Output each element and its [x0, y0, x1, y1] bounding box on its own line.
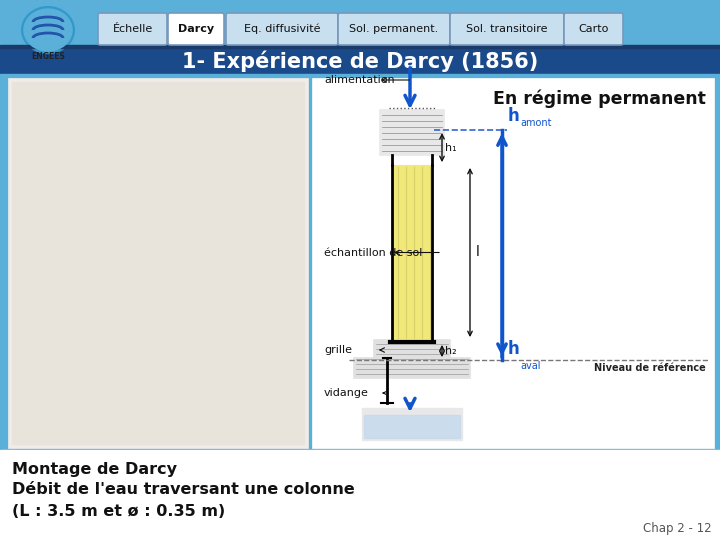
Text: h: h — [508, 340, 520, 358]
Text: Sol. transitoire: Sol. transitoire — [467, 24, 548, 34]
Text: Eq. diffusivité: Eq. diffusivité — [244, 24, 320, 34]
Bar — [392, 165, 432, 340]
Bar — [8, 78, 308, 448]
Text: Niveau de référence: Niveau de référence — [594, 363, 706, 373]
FancyBboxPatch shape — [450, 13, 564, 45]
Text: 1- Expérience de Darcy (1856): 1- Expérience de Darcy (1856) — [182, 50, 538, 72]
Text: Darcy: Darcy — [178, 24, 214, 34]
Text: h: h — [508, 107, 520, 125]
Text: h₁: h₁ — [445, 143, 456, 153]
Text: grille: grille — [324, 345, 352, 355]
Text: Débit de l'eau traversant une colonne: Débit de l'eau traversant une colonne — [12, 482, 355, 497]
Ellipse shape — [24, 9, 72, 51]
FancyBboxPatch shape — [564, 13, 623, 45]
Text: l: l — [476, 246, 480, 260]
FancyBboxPatch shape — [226, 13, 338, 45]
Text: Chap 2 - 12: Chap 2 - 12 — [644, 522, 712, 535]
Bar — [0, 48, 720, 74]
Text: vidange: vidange — [324, 388, 369, 398]
FancyBboxPatch shape — [338, 13, 450, 45]
FancyBboxPatch shape — [168, 13, 224, 45]
Bar — [312, 78, 714, 448]
Text: Échelle: Échelle — [112, 24, 153, 34]
Bar — [0, 450, 720, 540]
Bar — [364, 415, 460, 438]
Text: amont: amont — [520, 118, 552, 128]
Bar — [0, 45, 720, 48]
Text: Montage de Darcy: Montage de Darcy — [12, 462, 177, 477]
Text: ENGEES: ENGEES — [31, 52, 65, 61]
Text: échantillon de sol: échantillon de sol — [324, 247, 423, 258]
Text: Sol. permanent.: Sol. permanent. — [349, 24, 438, 34]
Ellipse shape — [22, 7, 74, 53]
FancyBboxPatch shape — [98, 13, 167, 45]
Bar — [362, 408, 462, 440]
Bar — [380, 110, 444, 155]
Text: alimentation: alimentation — [324, 75, 395, 85]
Bar — [8, 78, 308, 448]
Text: (L : 3.5 m et ø : 0.35 m): (L : 3.5 m et ø : 0.35 m) — [12, 504, 225, 519]
Bar — [354, 358, 470, 378]
Text: h₂: h₂ — [445, 346, 456, 356]
Bar — [12, 82, 304, 444]
Bar — [0, 74, 720, 452]
Bar — [374, 340, 450, 358]
Text: Carto: Carto — [578, 24, 608, 34]
Text: aval: aval — [520, 361, 541, 371]
Text: En régime permanent: En régime permanent — [493, 90, 706, 109]
